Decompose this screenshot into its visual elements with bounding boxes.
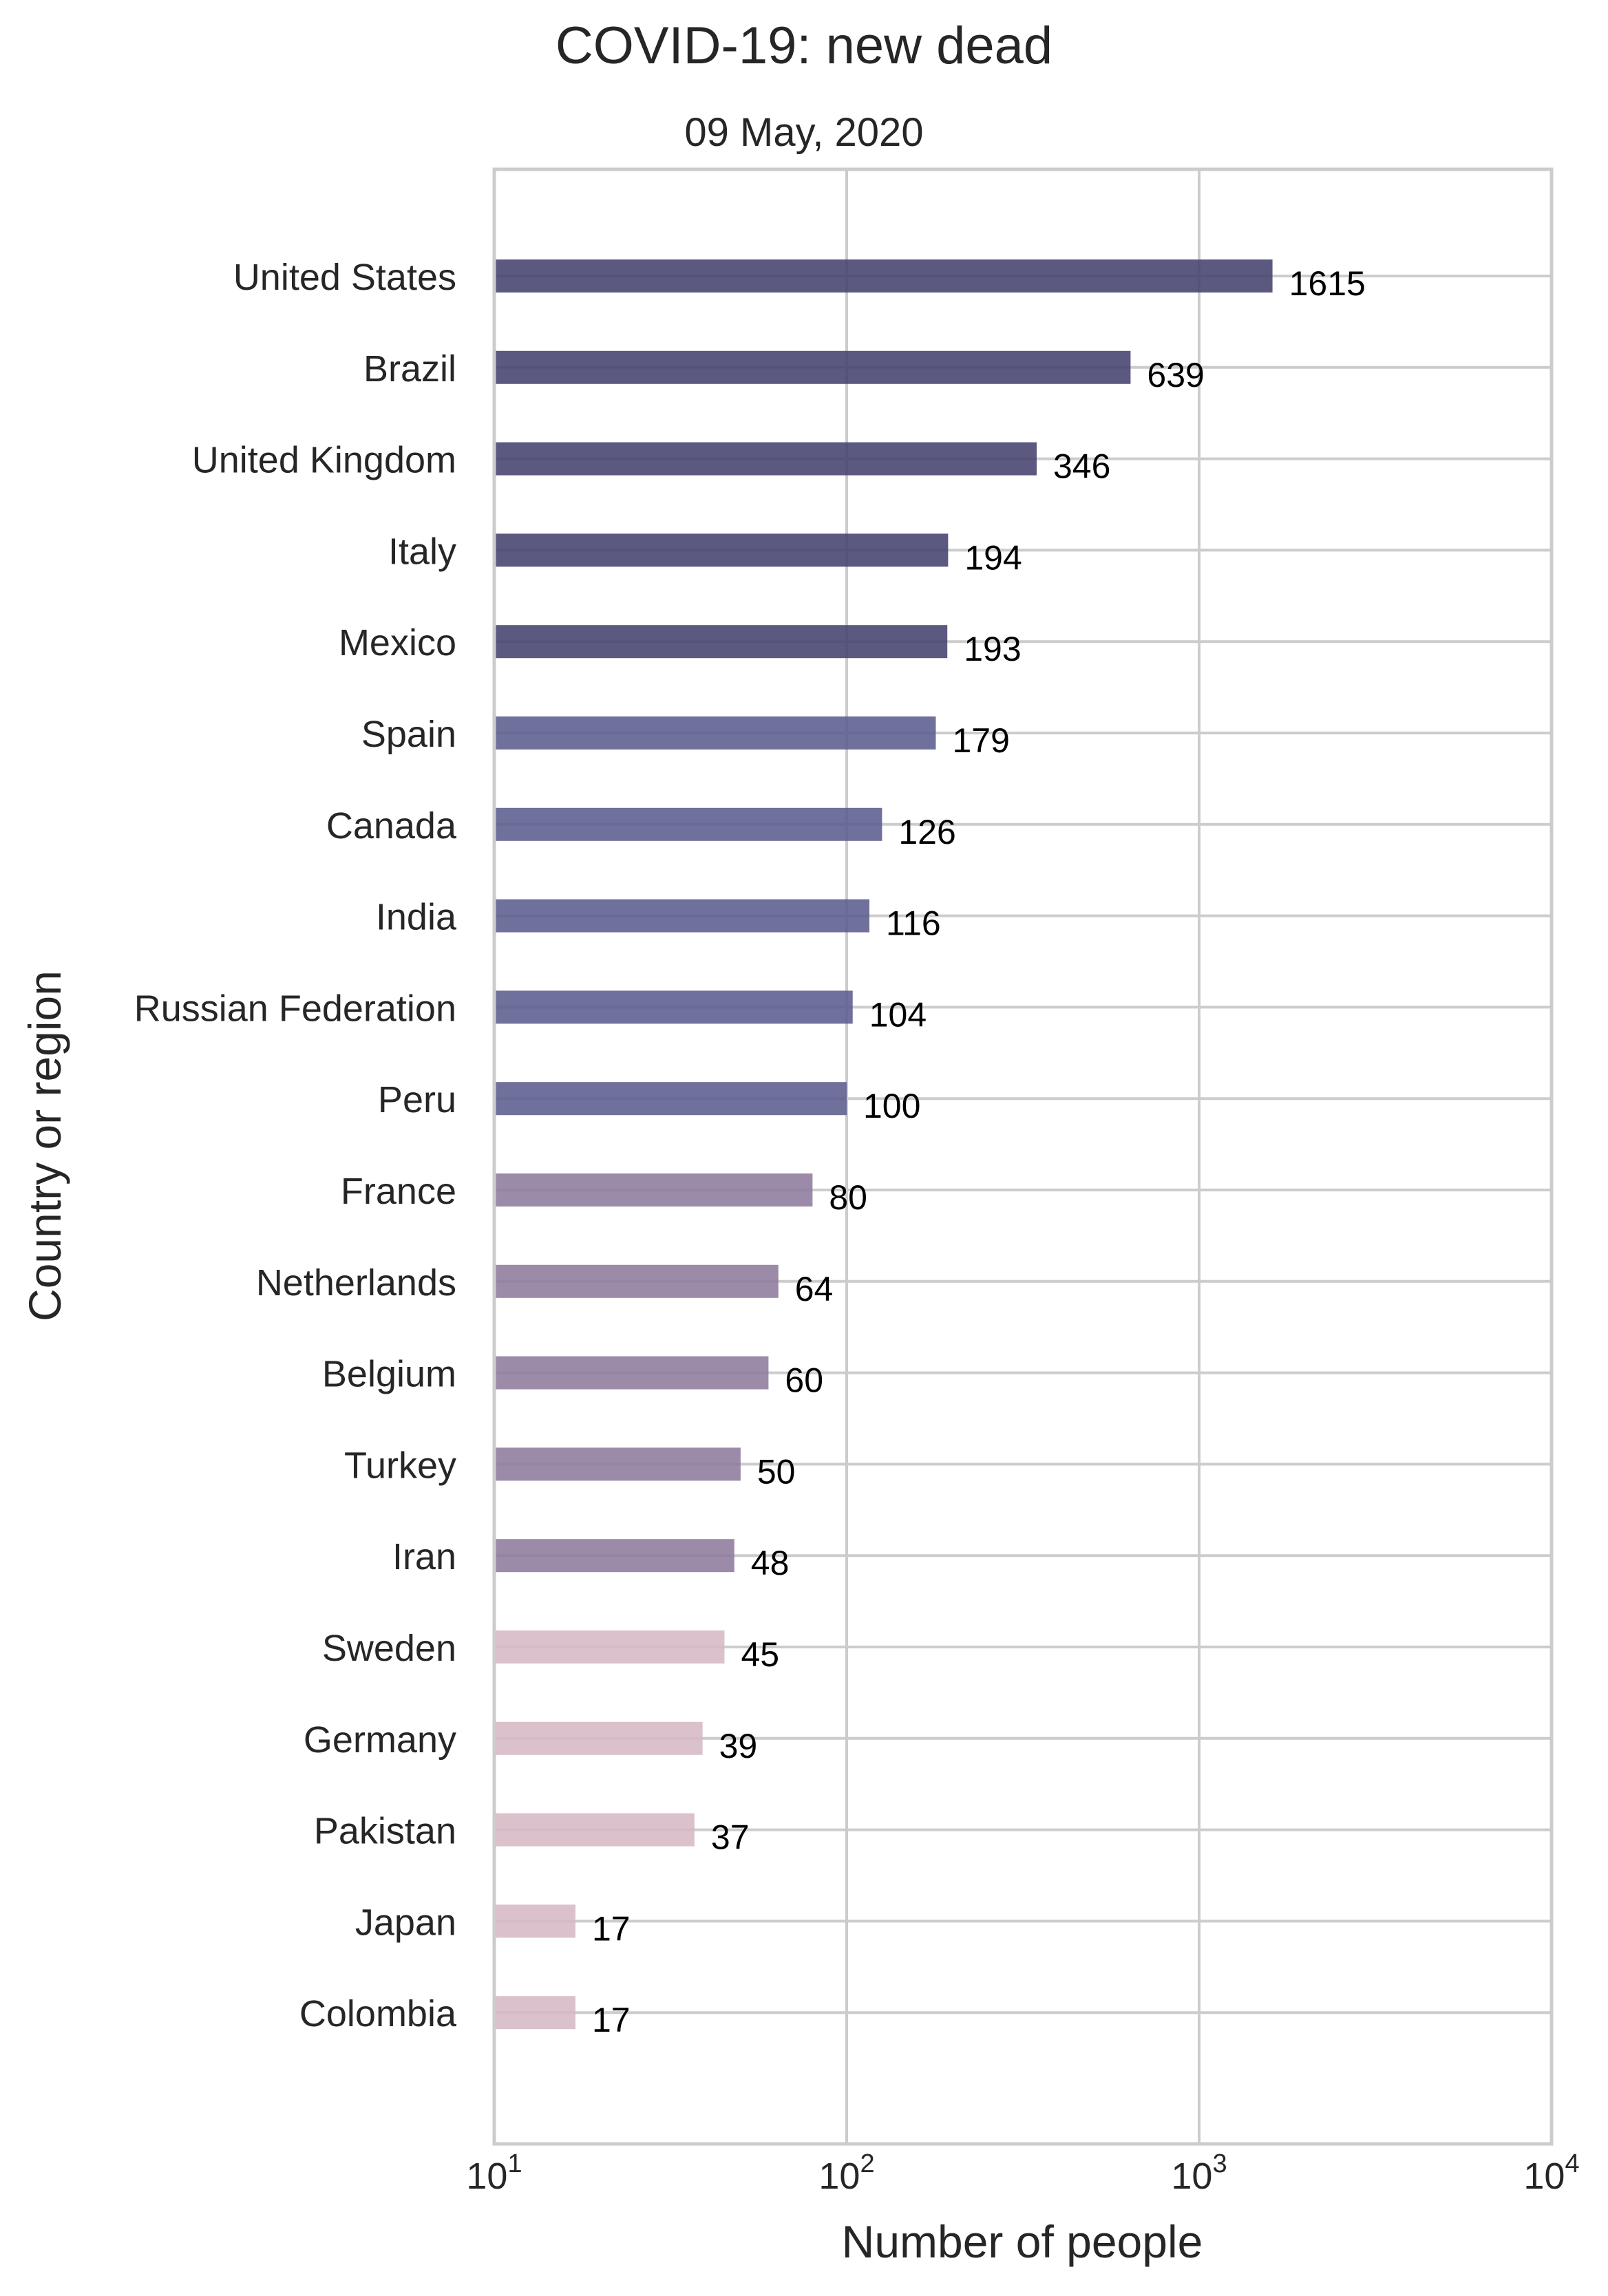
bar-value-label: 80 — [829, 1178, 867, 1217]
bar — [494, 1082, 847, 1116]
y-tick-label: Spain — [361, 714, 456, 755]
labels-layer: 101 102 103 104 United States 1615 Brazil 639 Un… — [134, 257, 1580, 2197]
bar-value-label: 64 — [795, 1270, 834, 1308]
bar-value-label: 17 — [592, 1909, 631, 1948]
bar — [494, 1996, 575, 2030]
y-tick-label: Netherlands — [256, 1262, 456, 1304]
bar-value-label: 48 — [751, 1544, 790, 1582]
bar-value-label: 37 — [711, 1818, 750, 1857]
y-tick-label: France — [341, 1171, 456, 1212]
bar-value-label: 104 — [869, 995, 927, 1034]
y-tick-label: Peru — [378, 1079, 456, 1120]
bar — [494, 1721, 703, 1755]
y-tick-label: Pakistan — [314, 1811, 456, 1852]
bar-value-label: 60 — [785, 1361, 823, 1400]
bar — [494, 259, 1273, 293]
y-tick-label: India — [376, 897, 457, 938]
y-tick-label: Sweden — [322, 1628, 456, 1669]
bar-value-label: 126 — [898, 813, 955, 851]
x-axis-label: Number of people — [842, 2216, 1203, 2267]
y-tick-label: Colombia — [299, 1993, 457, 2034]
bars-layer — [494, 259, 1273, 2030]
bar-value-label: 346 — [1053, 447, 1110, 486]
bar-value-label: 116 — [886, 904, 941, 943]
y-tick-label: United States — [233, 257, 456, 298]
bar-value-label: 194 — [964, 538, 1022, 577]
x-tick-label: 104 — [1523, 2149, 1579, 2197]
bar-value-label: 179 — [952, 721, 1009, 760]
x-tick-label: 102 — [818, 2149, 874, 2197]
bar — [494, 350, 1131, 384]
chart-title: COVID-19: new dead — [556, 17, 1052, 75]
y-tick-label: Turkey — [344, 1445, 456, 1486]
y-tick-label: Russian Federation — [134, 988, 456, 1029]
bar — [494, 1264, 779, 1298]
bar — [494, 625, 948, 659]
bar-value-label: 100 — [863, 1087, 920, 1125]
y-axis-label: Country or region — [19, 970, 70, 1321]
bar — [494, 1813, 695, 1847]
bar — [494, 442, 1037, 476]
bar-value-label: 1615 — [1289, 264, 1366, 303]
plot-frame — [492, 167, 1554, 2146]
bar — [494, 1904, 575, 1938]
y-tick-label: Brazil — [363, 348, 456, 390]
x-tick-label: 103 — [1171, 2149, 1227, 2197]
x-tick-label: 101 — [466, 2149, 522, 2197]
y-tick-label: Belgium — [322, 1354, 456, 1395]
bar-value-label: 639 — [1147, 356, 1204, 394]
y-tick-label: Mexico — [339, 622, 456, 663]
bar — [494, 990, 853, 1024]
y-tick-label: Italy — [388, 531, 456, 572]
bar — [494, 899, 870, 933]
bar — [494, 807, 882, 841]
bar-value-label: 17 — [592, 2001, 631, 2039]
bar — [494, 1630, 725, 1663]
y-tick-label: Germany — [304, 1719, 456, 1761]
chart-subtitle: 09 May, 2020 — [684, 110, 923, 155]
y-tick-label: Japan — [355, 1902, 456, 1943]
bar — [494, 1539, 734, 1573]
bar-value-label: 50 — [757, 1452, 796, 1491]
y-tick-label: Canada — [326, 805, 457, 847]
y-tick-label: United Kingdom — [192, 440, 456, 481]
bar — [494, 1173, 813, 1207]
bar-value-label: 193 — [964, 630, 1021, 668]
bar-value-label: 39 — [719, 1727, 758, 1765]
y-tick-label: Iran — [392, 1536, 456, 1577]
bar — [494, 1447, 741, 1481]
bar-value-label: 45 — [741, 1635, 779, 1674]
bar — [494, 1356, 769, 1390]
bar — [494, 533, 949, 567]
bar — [494, 716, 936, 750]
